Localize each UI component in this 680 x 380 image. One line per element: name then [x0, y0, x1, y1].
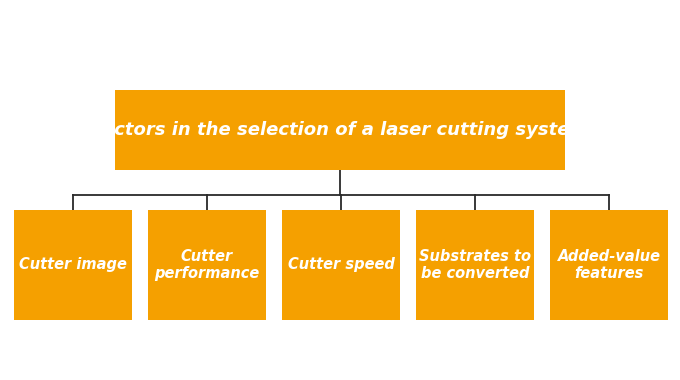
Text: Substrates to
be converted: Substrates to be converted — [419, 249, 531, 281]
Text: Cutter image: Cutter image — [19, 258, 127, 272]
FancyBboxPatch shape — [282, 210, 400, 320]
Text: Added-value
features: Added-value features — [558, 249, 660, 281]
FancyBboxPatch shape — [148, 210, 266, 320]
FancyBboxPatch shape — [416, 210, 534, 320]
Text: Cutter speed: Cutter speed — [288, 258, 394, 272]
Text: Cutter
performance: Cutter performance — [154, 249, 260, 281]
Text: Factors in the selection of a laser cutting system: Factors in the selection of a laser cutt… — [92, 121, 588, 139]
FancyBboxPatch shape — [550, 210, 668, 320]
FancyBboxPatch shape — [14, 210, 132, 320]
FancyBboxPatch shape — [115, 90, 565, 170]
